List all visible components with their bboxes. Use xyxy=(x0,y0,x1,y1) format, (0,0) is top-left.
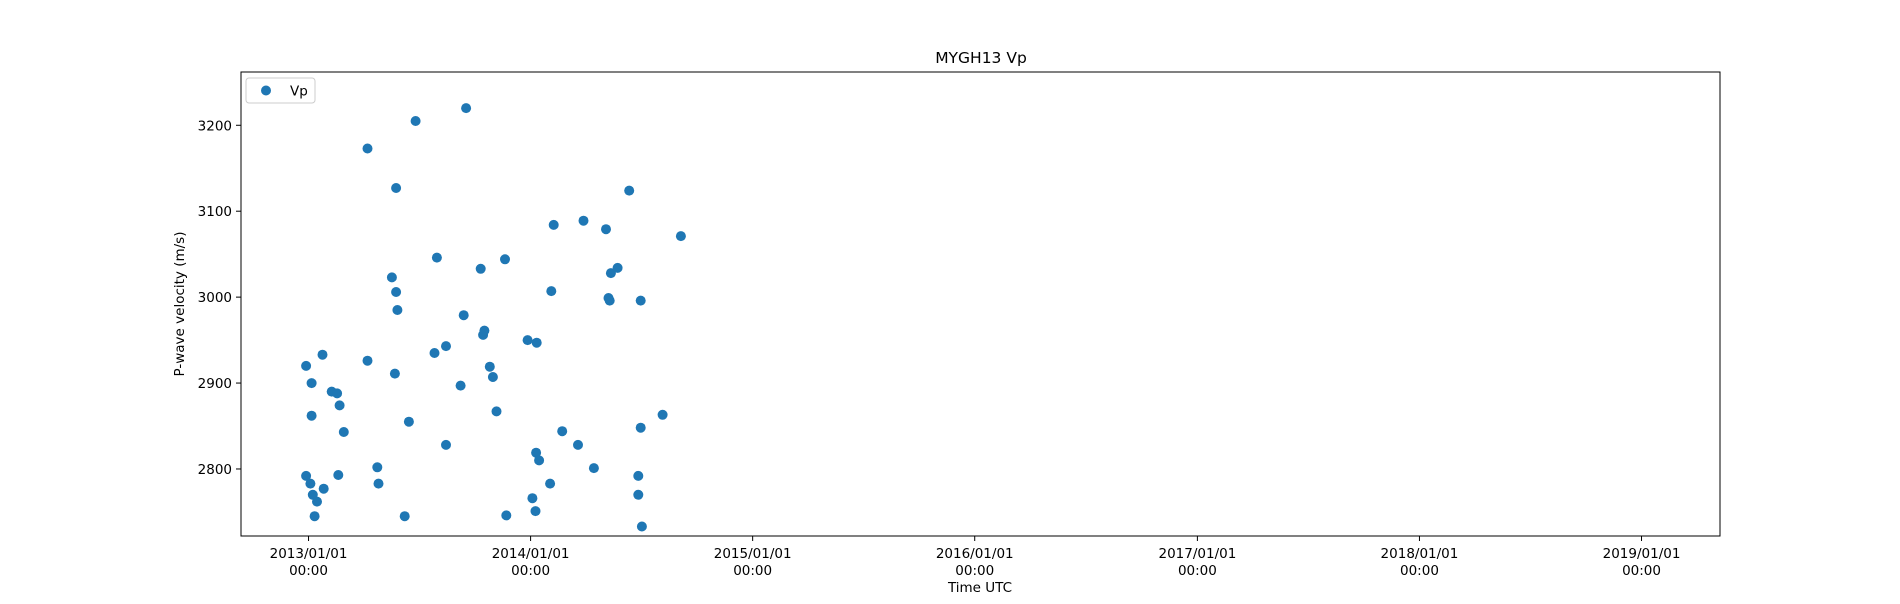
data-point xyxy=(522,335,533,346)
legend-label-vp: Vp xyxy=(290,84,308,100)
data-point xyxy=(386,272,397,283)
data-point xyxy=(624,185,635,196)
data-point xyxy=(441,439,451,450)
data-point xyxy=(431,252,442,263)
data-point xyxy=(309,511,320,522)
data-point xyxy=(612,262,623,273)
data-point xyxy=(458,310,469,321)
data-point xyxy=(531,447,542,458)
y-axis-ticks: 2800 2900 3000 3100 3200 xyxy=(198,118,241,478)
x-tick-label-time: 00:00 xyxy=(1178,563,1217,579)
x-tick-label-time: 00:00 xyxy=(289,563,328,579)
y-tick-label: 2900 xyxy=(198,376,232,392)
chart-title: MYGH13 Vp xyxy=(935,49,1027,67)
data-point xyxy=(301,360,312,371)
data-point xyxy=(392,305,403,315)
data-point xyxy=(312,496,322,507)
x-axis-label: Time UTC xyxy=(947,580,1012,596)
data-point xyxy=(389,368,400,379)
data-point xyxy=(317,349,328,360)
data-point xyxy=(306,410,317,421)
data-point xyxy=(334,400,345,411)
data-point xyxy=(633,489,644,500)
x-tick-label-time: 00:00 xyxy=(1400,563,1439,579)
y-tick-label: 3200 xyxy=(198,118,232,134)
data-point xyxy=(391,287,402,297)
data-point xyxy=(410,116,421,126)
data-point xyxy=(403,416,414,427)
x-tick-label: 2017/01/01 xyxy=(1158,546,1236,562)
data-point xyxy=(548,219,559,230)
x-tick-label-time: 00:00 xyxy=(1622,563,1661,579)
data-point xyxy=(362,143,373,154)
data-point xyxy=(362,355,373,366)
data-point xyxy=(372,462,383,473)
data-point xyxy=(441,341,451,352)
data-point xyxy=(479,325,490,336)
x-tick-label-time: 00:00 xyxy=(955,563,994,579)
x-tick-label-time: 00:00 xyxy=(511,563,550,579)
data-point xyxy=(305,478,316,489)
data-point xyxy=(501,510,512,521)
data-point xyxy=(391,183,402,193)
data-point xyxy=(573,439,583,450)
data-point xyxy=(318,483,329,494)
data-point xyxy=(373,478,384,489)
data-point xyxy=(306,378,317,389)
legend-box xyxy=(245,77,316,104)
x-axis-ticks: 2013/01/0100:002014/01/0100:002015/01/01… xyxy=(270,536,1681,579)
data-point xyxy=(530,506,541,517)
plot-frame xyxy=(240,71,1721,537)
x-tick-label: 2019/01/01 xyxy=(1603,546,1681,562)
x-tick-label-time: 00:00 xyxy=(733,563,772,579)
data-point xyxy=(657,409,668,420)
data-point xyxy=(635,422,646,433)
data-point xyxy=(487,372,498,382)
legend-marker-vp xyxy=(261,85,271,96)
data-point xyxy=(527,493,538,504)
y-tick-label: 3100 xyxy=(198,204,232,220)
data-point xyxy=(578,215,589,226)
data-point xyxy=(635,295,646,306)
data-point xyxy=(546,286,557,297)
data-point xyxy=(333,470,344,480)
data-point xyxy=(633,470,644,481)
data-point xyxy=(399,511,410,522)
data-point xyxy=(534,455,545,466)
data-point xyxy=(588,463,599,474)
data-point xyxy=(491,406,502,417)
legend: Vp xyxy=(245,77,316,104)
x-tick-label: 2016/01/01 xyxy=(936,546,1014,562)
data-point xyxy=(601,224,611,235)
data-point xyxy=(675,231,686,242)
data-point xyxy=(545,478,556,489)
data-point xyxy=(455,380,466,391)
data-point xyxy=(429,348,440,358)
data-point xyxy=(475,263,486,274)
data-point xyxy=(461,103,472,114)
x-tick-label: 2018/01/01 xyxy=(1381,546,1459,562)
data-point xyxy=(604,295,615,306)
x-tick-label: 2013/01/01 xyxy=(270,546,348,562)
data-points xyxy=(301,103,686,532)
x-tick-label: 2015/01/01 xyxy=(714,546,792,562)
y-tick-label: 3000 xyxy=(198,290,232,306)
data-point xyxy=(531,337,542,348)
data-point xyxy=(301,470,312,481)
y-axis-label: P-wave velocity (m/s) xyxy=(172,232,188,377)
data-point xyxy=(338,427,349,437)
data-point xyxy=(332,388,343,399)
data-point xyxy=(484,361,495,372)
data-point xyxy=(636,521,647,532)
y-tick-label: 2800 xyxy=(198,462,232,478)
data-point xyxy=(557,426,568,437)
x-tick-label: 2014/01/01 xyxy=(492,546,570,562)
data-point xyxy=(500,254,510,265)
